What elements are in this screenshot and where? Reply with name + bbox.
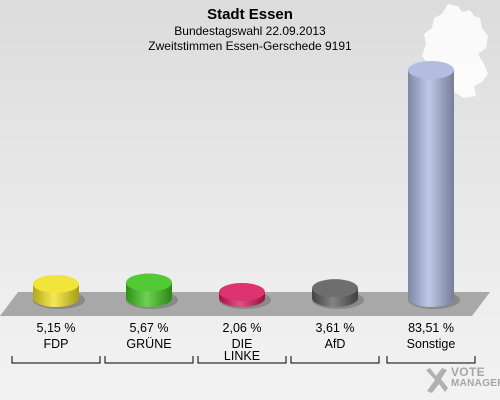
chart-subtitle-district: Zweitstimmen Essen-Gerschede 9191: [148, 39, 352, 53]
category-bracket: [11, 356, 101, 364]
category-label: AfD: [325, 337, 346, 351]
bar-2: [126, 273, 178, 309]
category-bracket: [104, 356, 194, 364]
bar-5: [408, 61, 460, 309]
category-bracket: [290, 356, 380, 364]
category-bracket: [197, 356, 287, 364]
bar-top: [219, 283, 265, 301]
chart-title: Stadt Essen: [207, 6, 293, 23]
watermark-line2: MANAGER: [451, 378, 500, 389]
category-bracket: [386, 356, 476, 364]
value-label: 3,61 %: [316, 321, 355, 335]
bar-top: [33, 274, 79, 293]
bar-3: [219, 283, 271, 309]
category-label: DIE: [232, 337, 253, 351]
value-label: 5,15 %: [37, 321, 76, 335]
value-label: 83,51 %: [408, 321, 454, 335]
bar-body: [408, 70, 454, 307]
bar-4: [312, 279, 364, 309]
bar-top: [312, 279, 358, 298]
bars: [33, 61, 460, 309]
value-label: 2,06 %: [223, 321, 262, 335]
vote-manager-logo: VOTE MANAGER: [423, 363, 500, 397]
category-label: Sonstige: [407, 337, 456, 351]
category-label: LINKE: [224, 349, 260, 363]
watermark-line1: VOTE: [451, 365, 485, 379]
chart-subtitle-date: Bundestagswahl 22.09.2013: [174, 24, 326, 38]
bar-top: [408, 61, 454, 79]
category-label: FDP: [44, 337, 69, 351]
chart-header: Stadt Essen Bundestagswahl 22.09.2013 Zw…: [0, 6, 500, 54]
value-label: 5,67 %: [130, 321, 169, 335]
category-label: GRÜNE: [126, 337, 171, 351]
bar-top: [126, 273, 172, 292]
bar-1: [33, 274, 85, 309]
